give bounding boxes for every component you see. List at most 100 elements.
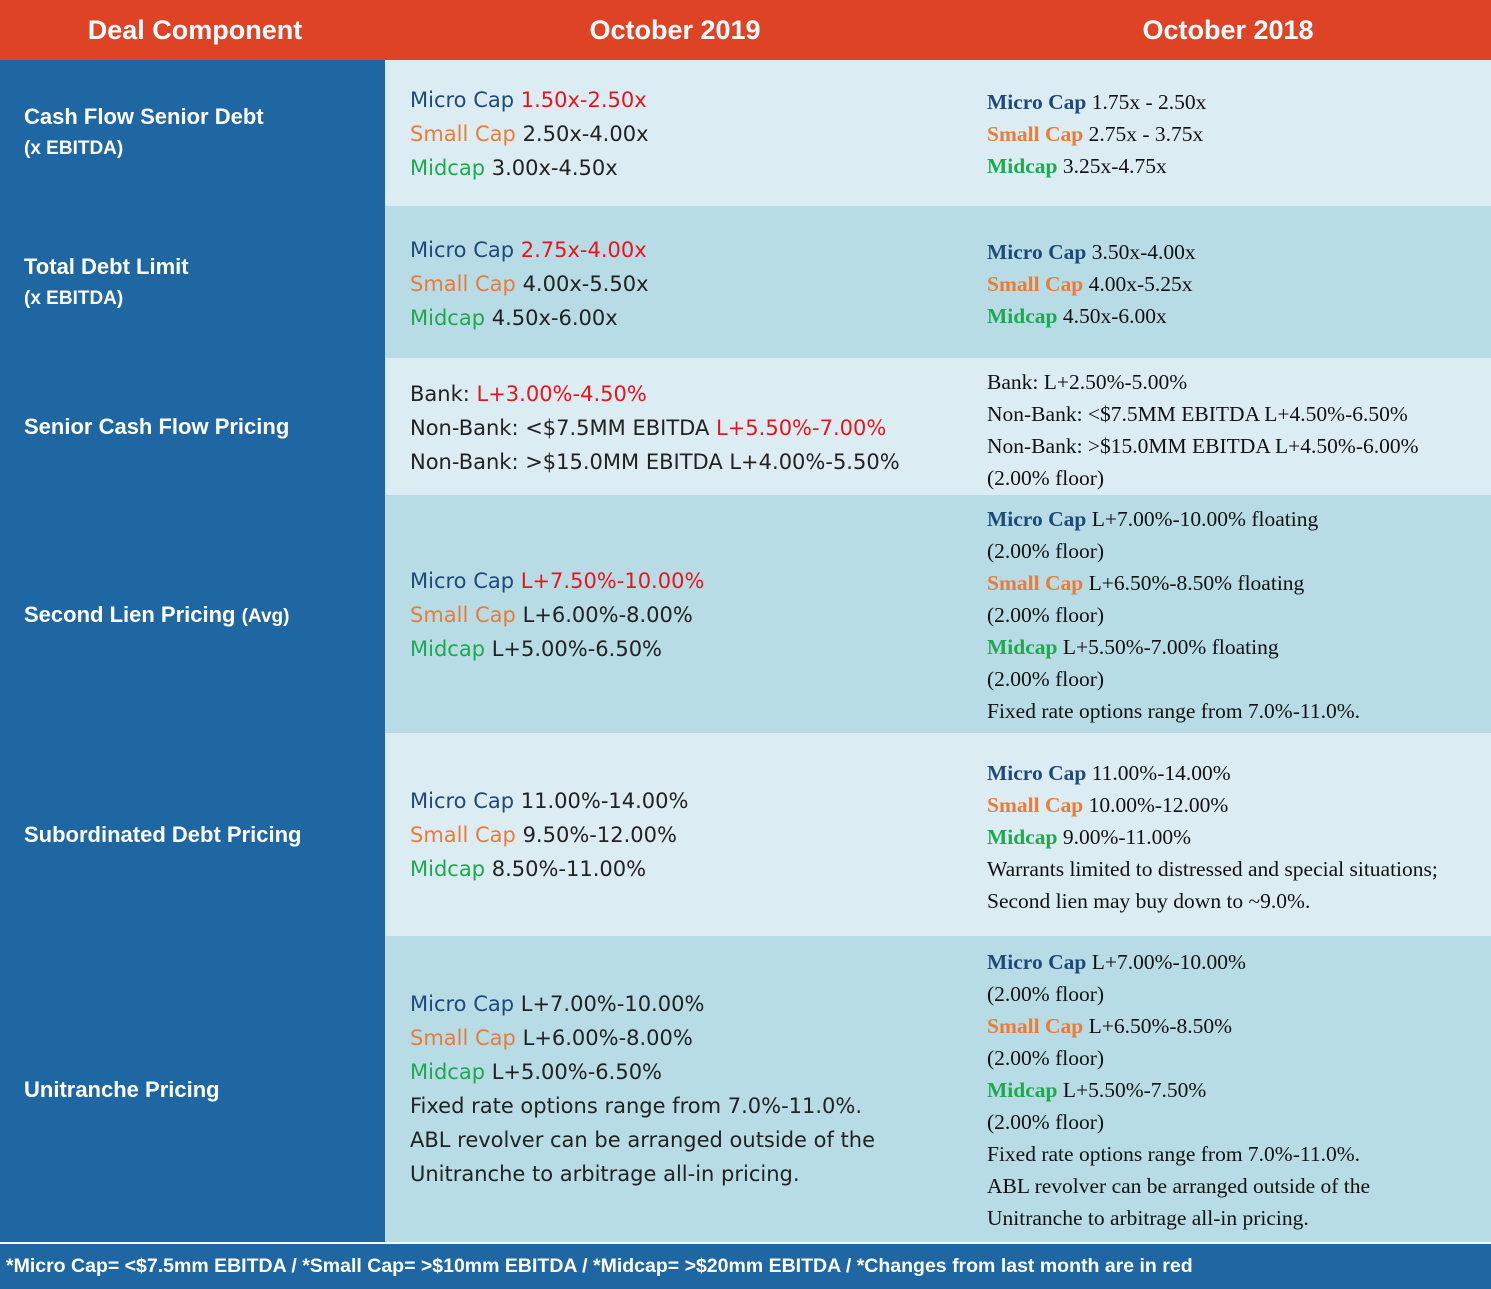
tag-midcap: Midcap (987, 154, 1058, 178)
deal-component-column (0, 60, 385, 1242)
footnote-bar: *Micro Cap= <$7.5mm EBITDA / *Small Cap=… (0, 1242, 1491, 1289)
tag-midcap: Midcap (987, 1078, 1058, 1102)
value: 9.50%-12.00% (522, 823, 677, 847)
row-bg-unitranche (385, 936, 1491, 1242)
line-micro-cap: Micro Cap 11.00%-14.00% (987, 757, 1438, 789)
line-midcap: Midcap 4.50x-6.00x (410, 301, 649, 335)
value: L+7.00%-10.00% (1091, 950, 1246, 974)
row-label-subordinated: Subordinated Debt Pricing (24, 818, 301, 851)
value: 1.75x - 2.50x (1091, 90, 1207, 114)
tag-midcap: Midcap (987, 825, 1058, 849)
value: L+7.00%-10.00% (520, 992, 705, 1016)
line-text: Fixed rate options range from 7.0%-11.0%… (987, 1142, 1360, 1166)
cell-2018-second-lien: Micro Cap L+7.00%-10.00% floating (2.00%… (987, 503, 1360, 727)
header-october-2018: October 2018 (1142, 15, 1314, 45)
tag-midcap: Midcap (410, 156, 486, 180)
line-text: (2.00% floor) (987, 603, 1105, 627)
tag-midcap: Midcap (987, 635, 1058, 659)
line-midcap: Midcap 3.25x-4.75x (987, 150, 1206, 182)
line-text: (2.00% floor) (987, 466, 1105, 490)
row-label-main: Unitranche Pricing (24, 1077, 220, 1102)
value-changed: 2.75x-4.00x (520, 238, 647, 262)
header-october-2019: October 2019 (589, 15, 761, 45)
tag-midcap: Midcap (410, 306, 486, 330)
cell-2018-senior-cash-flow: Bank: L+2.50%-5.00% Non-Bank: <$7.5MM EB… (987, 366, 1419, 494)
value: L+5.00%-6.50% (491, 637, 663, 661)
cell-2018-cash-flow: Micro Cap 1.75x - 2.50x Small Cap 2.75x … (987, 86, 1206, 182)
row-label-main: Senior Cash Flow Pricing (24, 414, 290, 439)
value: 2.50x-4.00x (522, 122, 649, 146)
footnote-text: *Micro Cap= <$7.5mm EBITDA / *Small Cap=… (6, 1255, 1193, 1277)
header-deal-component: Deal Component (87, 15, 303, 45)
line-small-cap: Small Cap 4.00x-5.25x (987, 268, 1196, 300)
value-changed: L+3.00%-4.50% (476, 382, 647, 406)
value: 4.00x-5.50x (522, 272, 649, 296)
line-prefix: Bank: (410, 382, 477, 406)
tag-micro-cap: Micro Cap (987, 90, 1087, 114)
cell-2019-cash-flow: Micro Cap 1.50x-2.50x Small Cap 2.50x-4.… (410, 83, 649, 185)
line-small-cap: Small Cap 4.00x-5.50x (410, 267, 649, 301)
value: L+5.00%-6.50% (491, 1060, 663, 1084)
row-bg-cash-flow (385, 60, 1491, 206)
row-label-total-debt: Total Debt Limit (x EBITDA) (24, 250, 189, 315)
tag-micro-cap: Micro Cap (410, 238, 515, 262)
tag-micro-cap: Micro Cap (410, 569, 515, 593)
value: 10.00%-12.00% (1088, 793, 1229, 817)
row-label-sub: (x EBITDA) (24, 138, 124, 159)
line-micro-cap: Micro Cap L+7.00%-10.00% floating (987, 503, 1360, 535)
tag-small-cap: Small Cap (987, 122, 1084, 146)
line-small-cap: Small Cap L+6.50%-8.50% floating (987, 567, 1360, 599)
line-text: Fixed rate options range from 7.0%-11.0%… (987, 699, 1360, 723)
line-micro-cap: Micro Cap L+7.50%-10.00% (410, 564, 704, 598)
row-label-main: Subordinated Debt Pricing (24, 822, 302, 847)
value-changed: L+5.50%-7.00% (716, 416, 887, 440)
tag-small-cap: Small Cap (987, 1014, 1084, 1038)
value-changed: 1.50x-2.50x (520, 88, 647, 112)
value: L+6.50%-8.50% (1088, 1014, 1233, 1038)
line-micro-cap: Micro Cap 1.75x - 2.50x (987, 86, 1206, 118)
line-bank: Bank: L+3.00%-4.50% (410, 377, 900, 411)
line-micro-cap: Micro Cap L+7.00%-10.00% (987, 946, 1370, 978)
cell-2019-total-debt: Micro Cap 2.75x-4.00x Small Cap 4.00x-5.… (410, 233, 649, 335)
value: 3.00x-4.50x (491, 156, 618, 180)
cell-2019-senior-cash-flow: Bank: L+3.00%-4.50% Non-Bank: <$7.5MM EB… (410, 377, 900, 479)
row-bg-subordinated (385, 733, 1491, 936)
line-small-cap: Small Cap L+6.00%-8.00% (410, 1021, 875, 1055)
line-small-cap: Small Cap 10.00%-12.00% (987, 789, 1438, 821)
line-text: (2.00% floor) (987, 667, 1105, 691)
line-non-bank-large: Non-Bank: >$15.0MM EBITDA L+4.00%-5.50% (410, 445, 900, 479)
cell-2018-unitranche: Micro Cap L+7.00%-10.00% (2.00% floor) S… (987, 946, 1370, 1234)
line-midcap: Midcap L+5.50%-7.50% (987, 1074, 1370, 1106)
line-prefix: Non-Bank: >$15.0MM EBITDA L+4.00%-5.50% (410, 450, 900, 474)
line-text: Bank: L+2.50%-5.00% (987, 370, 1188, 394)
value: 4.00x-5.25x (1088, 272, 1193, 296)
value: 2.75x - 3.75x (1088, 122, 1204, 146)
tag-midcap: Midcap (410, 857, 486, 881)
value: 4.50x-6.00x (491, 306, 618, 330)
tag-small-cap: Small Cap (987, 793, 1084, 817)
value: L+6.00%-8.00% (522, 603, 693, 627)
line-text: Second lien may buy down to ~9.0%. (987, 889, 1311, 913)
line-text: Non-Bank: <$7.5MM EBITDA L+4.50%-6.50% (987, 402, 1408, 426)
line-midcap: Midcap L+5.50%-7.00% floating (987, 631, 1360, 663)
line-micro-cap: Micro Cap 11.00%-14.00% (410, 784, 688, 818)
cell-2018-total-debt: Micro Cap 3.50x-4.00x Small Cap 4.00x-5.… (987, 236, 1196, 332)
tag-small-cap: Small Cap (987, 571, 1084, 595)
value: 11.00%-14.00% (1091, 761, 1231, 785)
value: 3.50x-4.00x (1091, 240, 1196, 264)
row-label-main: Total Debt Limit (24, 254, 189, 279)
line-text: Fixed rate options range from 7.0%-11.0%… (410, 1094, 863, 1118)
tag-midcap: Midcap (410, 1060, 486, 1084)
line-micro-cap: Micro Cap L+7.00%-10.00% (410, 987, 875, 1021)
line-midcap: Midcap 8.50%-11.00% (410, 852, 688, 886)
tag-small-cap: Small Cap (987, 272, 1084, 296)
line-text: (2.00% floor) (987, 539, 1105, 563)
line-midcap: Midcap L+5.00%-6.50% (410, 632, 704, 666)
row-label-unitranche: Unitranche Pricing (24, 1073, 220, 1106)
tag-micro-cap: Micro Cap (987, 761, 1087, 785)
tag-midcap: Midcap (410, 637, 486, 661)
value: 11.00%-14.00% (520, 789, 689, 813)
row-bg-senior-cash-flow (385, 358, 1491, 495)
row-label-main: Second Lien Pricing (Avg) (24, 598, 289, 633)
tag-small-cap: Small Cap (410, 1026, 516, 1050)
